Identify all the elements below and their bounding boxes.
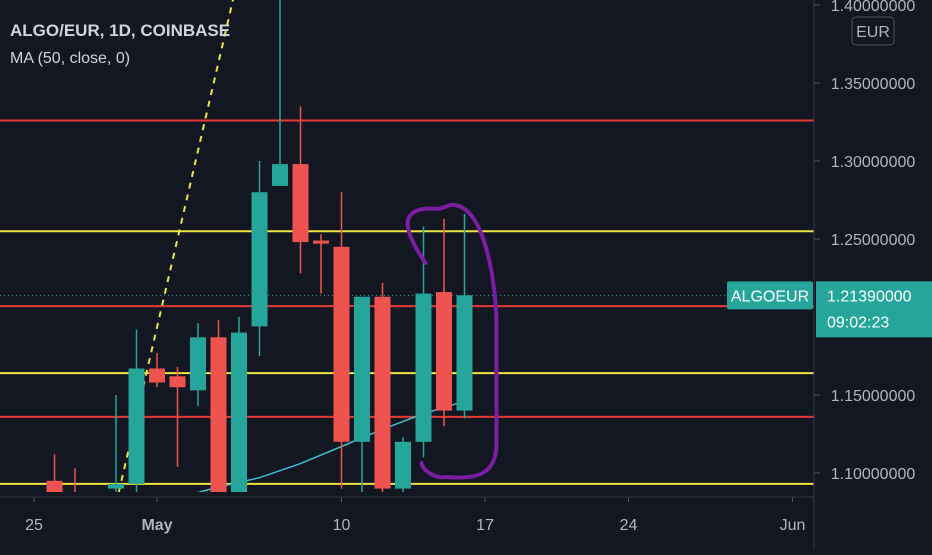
candle-2021-05-10 [333,192,350,489]
candles [46,0,473,492]
time-tick-label: 17 [476,517,494,534]
candle-2021-05-09 [313,234,329,294]
currency-badge[interactable]: EUR [851,16,895,46]
price-tag: ALGOEUR 1.21390000 09:02:23 [727,281,932,338]
candle-body [313,240,329,244]
candle-body [415,293,432,442]
currency-badge-label: EUR [856,24,890,41]
candle-2021-05-07 [272,0,288,186]
candle-body [272,164,288,186]
annotation-layer [405,202,499,480]
symbol-tag-box [727,281,813,310]
candle-2021-05-12 [374,282,391,492]
indicator-label[interactable]: MA (50, close, 0) [10,50,131,67]
price-tag-box [816,281,932,338]
time-axis-panel [0,497,814,550]
candle-2021-04-27 [74,468,76,492]
price-tick-label: 1.35000000 [831,76,916,93]
candle-body [395,441,411,489]
candle-body [128,368,145,484]
candle-body [292,164,309,243]
candle-2021-05-06 [251,161,268,356]
ma-line [196,400,465,492]
price-tick-label: 1.10000000 [831,466,916,483]
time-tick-label: Jun [780,517,806,534]
symbol-tag-label: ALGOEUR [731,288,809,305]
candle-body [436,292,452,411]
candle-2021-05-02 [169,366,186,467]
candle-2021-05-11 [354,296,370,492]
symbol-title[interactable]: ALGO/EUR, 1D, COINBASE [10,21,231,40]
candle-2021-05-01 [149,352,165,388]
chart-legend: ALGO/EUR, 1D, COINBASE MA (50, close, 0) [10,22,230,67]
price-tick-label: 1.25000000 [831,232,916,249]
candle-2021-05-05 [231,317,247,492]
candle-body [374,296,391,489]
candle-body [169,376,186,388]
time-tick-label: 25 [25,517,43,534]
candle-body [108,483,124,489]
price-tick-label: 1.40000000 [831,0,916,15]
time-tick-label: 10 [333,517,351,534]
time-tick-label: 24 [620,517,638,534]
annotation-bracket [405,202,499,480]
price-axis-panel [814,0,932,550]
candle-2021-05-13 [395,437,411,492]
price-tick-label: 1.15000000 [831,388,916,405]
candle-2021-05-03 [190,323,206,406]
moving-average-layer [196,400,465,492]
candle-body [231,332,247,492]
currency-badge-box [851,16,895,46]
candle-body [210,337,227,492]
candle-2021-04-29 [108,395,124,492]
candle-body [251,192,268,327]
time-tick-label: May [141,517,172,534]
candle-2021-05-16 [456,214,473,419]
candle-body [190,337,206,391]
candle-2021-05-15 [436,218,452,427]
candle-body [46,480,63,492]
candle-body [149,368,165,383]
price-tag-countdown: 09:02:23 [827,314,889,331]
candle-body [354,296,370,442]
candle-body [456,295,473,411]
candle-2021-04-30 [128,329,145,492]
candle-2021-05-04 [210,320,227,492]
candle-body [333,246,350,442]
candle-2021-05-14 [415,226,432,458]
candle-2021-04-26 [46,454,63,492]
candle-2021-05-08 [292,106,309,274]
price-tag-value: 1.21390000 [827,288,912,305]
price-tick-label: 1.30000000 [831,154,916,171]
